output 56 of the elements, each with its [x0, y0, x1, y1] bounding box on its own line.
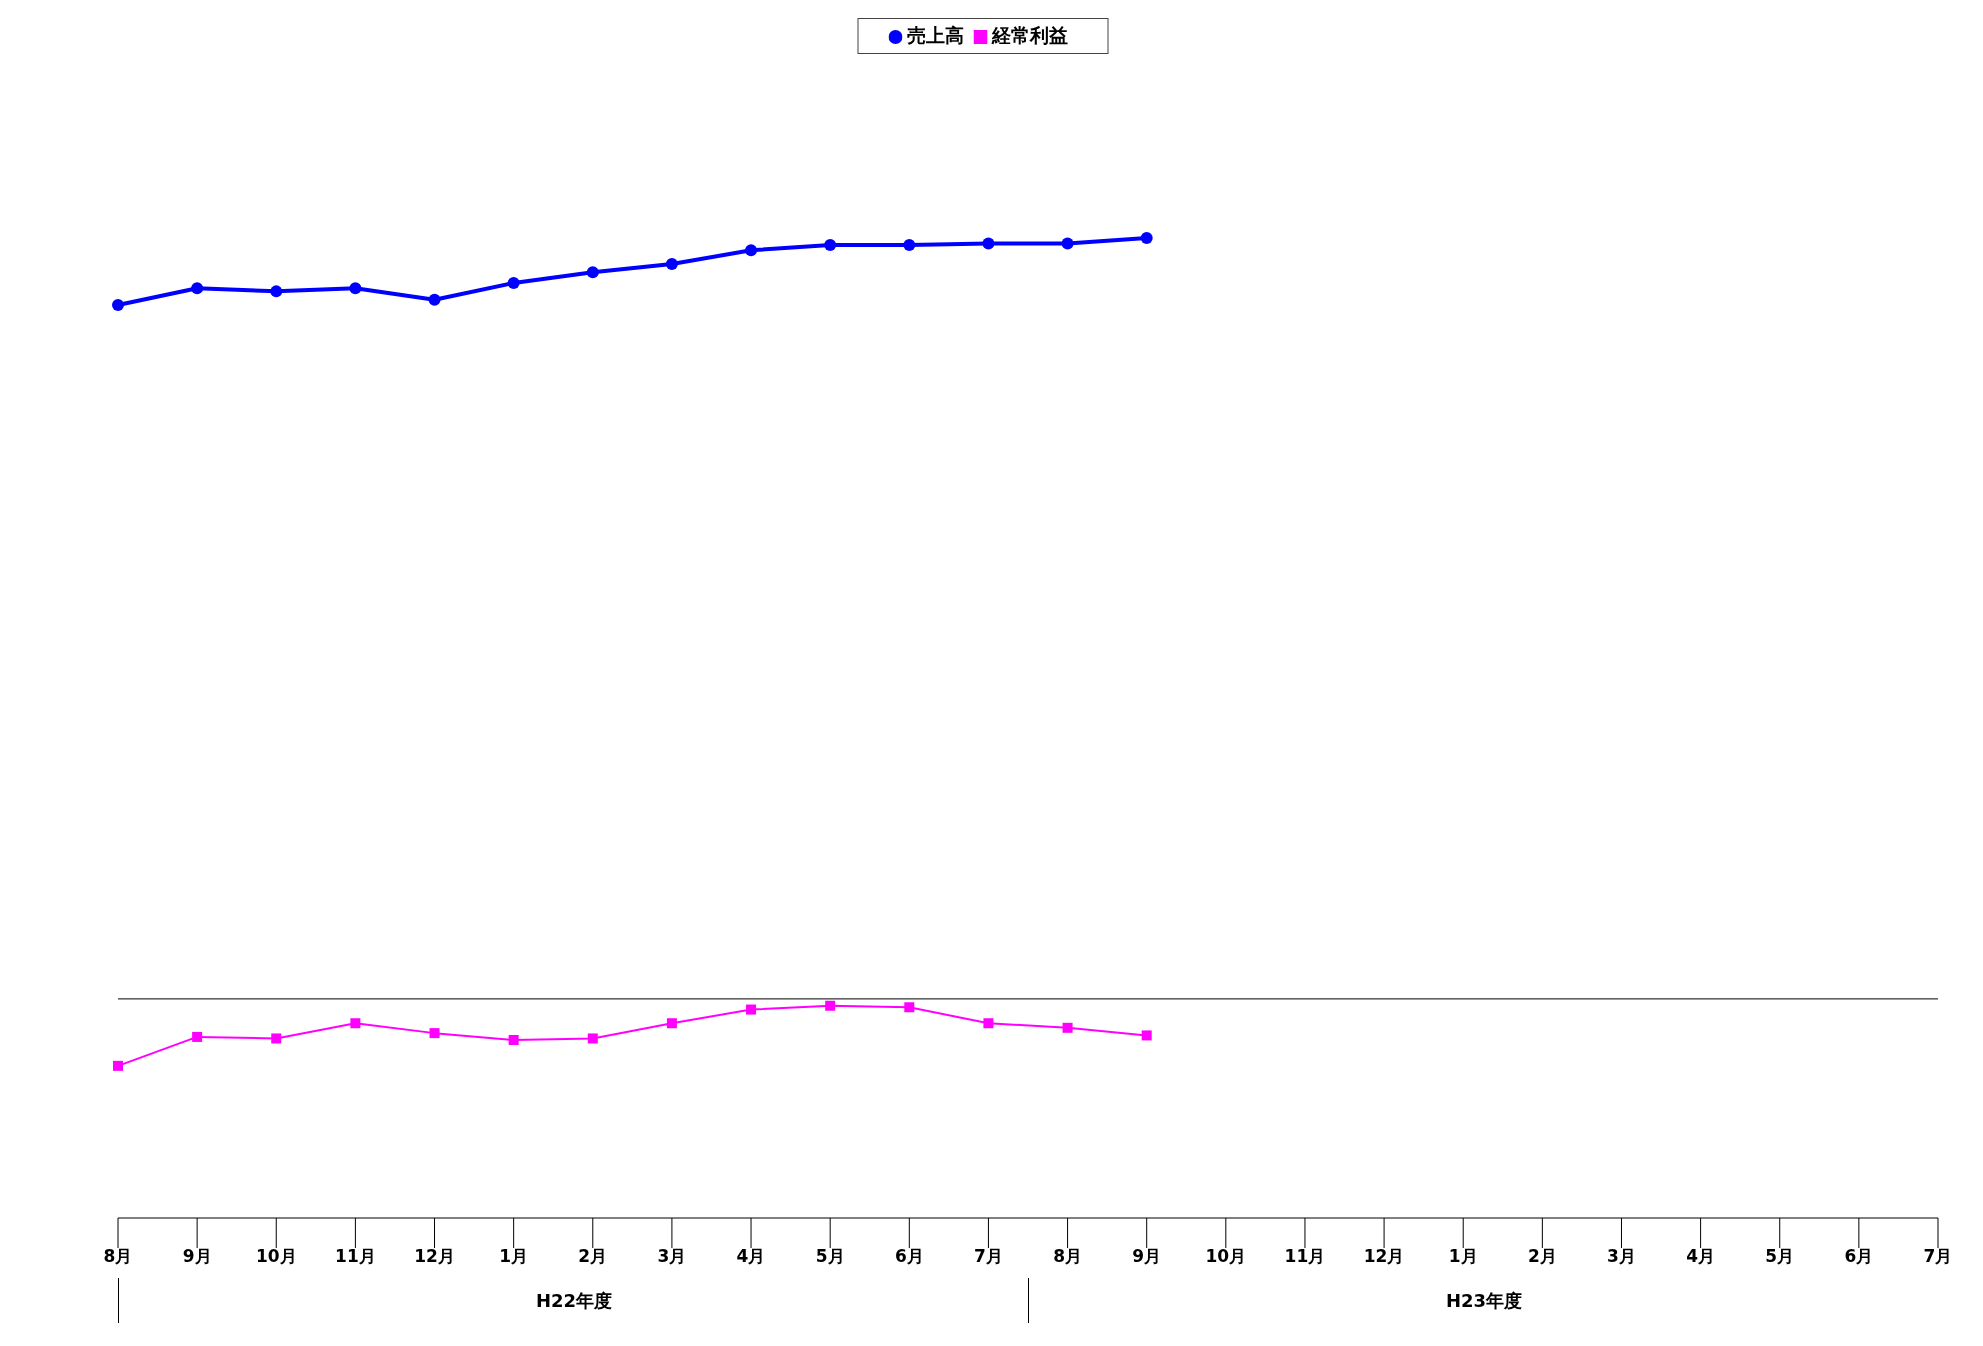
point: [587, 1033, 598, 1044]
point: [904, 1002, 915, 1013]
point: [825, 1000, 836, 1011]
point: [270, 285, 283, 298]
legend-label: 経常利益: [991, 24, 1068, 46]
x-tick-label: 9月: [182, 1246, 212, 1267]
text: H23年度: [1028, 1278, 1939, 1323]
x-tick-label: 2月: [578, 1246, 608, 1267]
x-tick-label: 6月: [894, 1246, 924, 1267]
x-tick-label: 4月: [1686, 1246, 1716, 1267]
point: [665, 257, 678, 270]
point: [271, 1033, 282, 1044]
x-tick-label: 7月: [1923, 1246, 1953, 1267]
point: [746, 1004, 757, 1015]
point: [507, 277, 520, 289]
point: [1140, 232, 1153, 245]
point: [112, 299, 124, 312]
point: [192, 1031, 203, 1042]
point: [982, 237, 995, 250]
x-tick-label: 6月: [1844, 1246, 1874, 1267]
text: H22年度: [118, 1278, 1029, 1323]
point: [349, 282, 362, 295]
x-tick-label: 1月: [499, 1246, 529, 1267]
point: [903, 238, 916, 251]
x-tick-label: 10月: [255, 1246, 297, 1267]
point: [191, 282, 204, 295]
x-tick-label: 1月: [1448, 1246, 1478, 1267]
x-tick-label: 3月: [1607, 1246, 1636, 1267]
x-tick-label: 7月: [974, 1246, 1003, 1267]
point: [1061, 237, 1074, 250]
x-tick-label: 8月: [1053, 1246, 1082, 1267]
x-tick-label: 9月: [1132, 1246, 1162, 1267]
x-tick-label: 5月: [1765, 1246, 1795, 1267]
x-tick-label: 4月: [736, 1246, 766, 1267]
point: [983, 1018, 994, 1029]
point: [745, 244, 758, 257]
x-tick-label: 8月: [103, 1246, 133, 1267]
point: [113, 1060, 123, 1071]
point: [1141, 1030, 1152, 1041]
point: [824, 238, 837, 251]
legend-label: 売上高: [906, 24, 964, 46]
x-tick-label: 3月: [657, 1246, 687, 1267]
point: [1062, 1022, 1073, 1033]
point: [508, 1034, 519, 1045]
point: [350, 1018, 361, 1029]
x-tick-label: 11月: [335, 1246, 376, 1267]
x-tick-label: 10月: [1205, 1246, 1247, 1267]
x-tick-label: 12月: [1363, 1246, 1405, 1267]
point: [666, 1018, 677, 1029]
x-tick-label: 2月: [1527, 1246, 1557, 1267]
x-tick-label: 12月: [414, 1246, 455, 1267]
x-tick-label: 11月: [1284, 1246, 1326, 1267]
point: [586, 266, 599, 279]
point: [428, 293, 441, 306]
point: [429, 1028, 440, 1039]
x-tick-label: 5月: [815, 1246, 845, 1267]
